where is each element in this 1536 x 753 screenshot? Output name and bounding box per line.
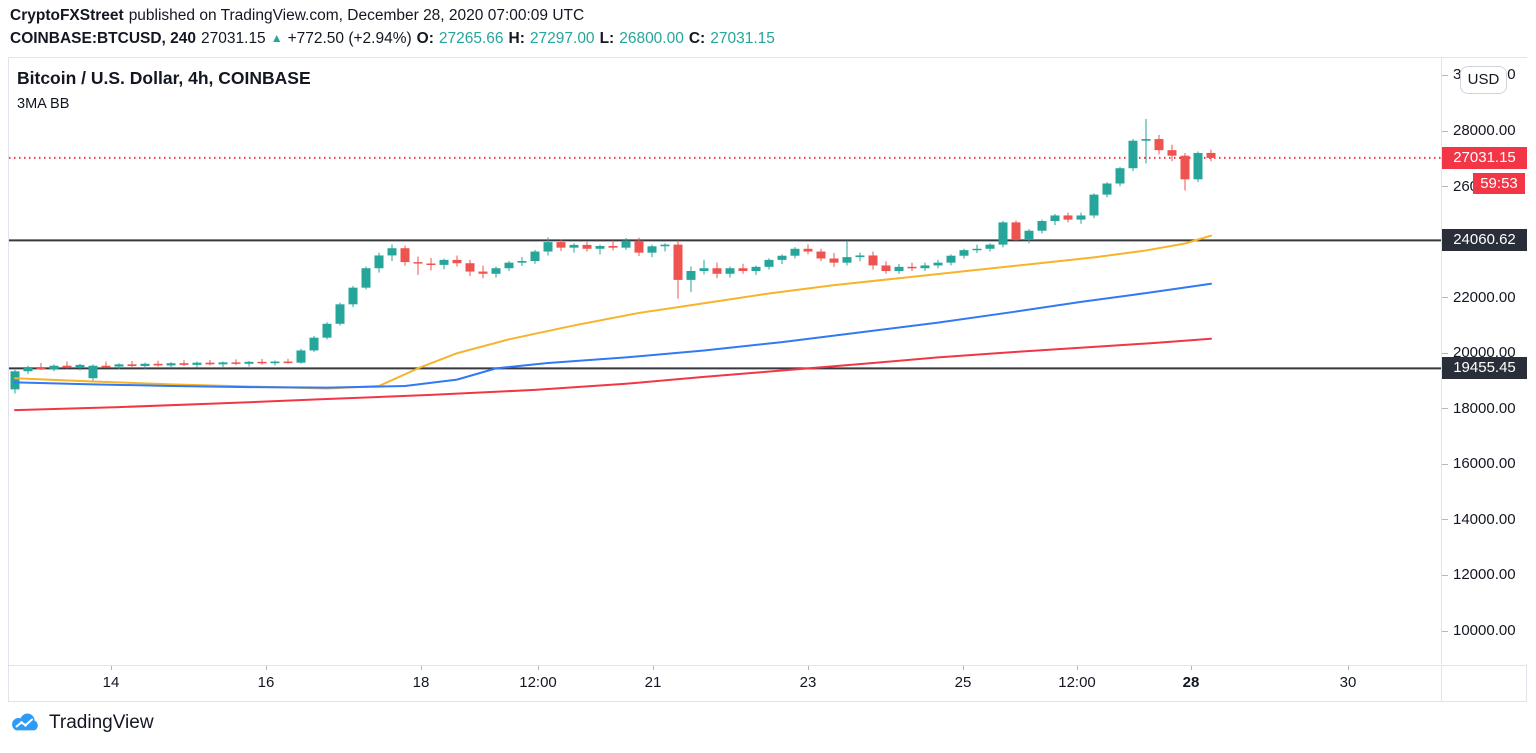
byline-author: CryptoFXStreet [10,7,124,24]
time-axis-label: 16 [257,674,275,691]
currency-button[interactable]: USD [1460,66,1507,94]
price-tick-mark [1442,519,1448,521]
time-axis-label: 18 [412,674,430,691]
time-axis-label: 23 [799,674,817,691]
price-tick-label: 16000.00 [1453,455,1516,473]
time-axis-label: 14 [102,674,120,691]
last-price-label: 27031.15 [1442,146,1527,169]
last-price-value: 27031.15 [201,30,266,47]
time-tick-mark [1348,666,1349,670]
chart-pane[interactable]: Bitcoin / U.S. Dollar, 4h, COINBASE 3MA … [9,58,1441,664]
chart-container: Bitcoin / U.S. Dollar, 4h, COINBASE 3MA … [8,57,1527,702]
time-axis-label: 21 [644,674,662,691]
time-axis-label: 25 [954,674,972,691]
time-tick-mark [808,666,809,670]
price-tick-mark [1442,463,1448,465]
indicator-label[interactable]: 3MA BB [17,96,70,112]
low-label: L: [599,30,615,47]
symbol-name[interactable]: COINBASE:BTCUSD, 240 [10,30,197,47]
price-tick-label: 28000.00 [1453,122,1516,139]
level-price-label: 24060.62 [1442,229,1527,252]
time-axis-label: 12:00 [519,674,557,691]
time-tick-mark [421,666,422,670]
ma-line-ma-medium [14,282,1212,389]
price-tick-label: 12000.00 [1453,566,1516,584]
price-tick-label: 18000.00 [1453,399,1516,417]
tradingview-brand-text[interactable]: TradingView [49,712,154,733]
close-value: 27031.15 [710,30,775,47]
open-value: 27265.66 [438,30,504,47]
time-tick-mark [111,666,112,670]
price-tick-mark [1442,574,1448,576]
price-tick-mark [1442,630,1448,632]
price-tick-label: 14000.00 [1453,510,1516,528]
time-axis-label: 30 [1339,674,1357,691]
level-lines-group [9,239,1441,370]
price-tick-mark [1442,408,1448,410]
time-tick-mark [963,666,964,670]
time-tick-mark [266,666,267,670]
byline-text: published on TradingView.com, December 2… [128,7,585,24]
candles-group [10,119,1216,394]
low-value: 26800.00 [619,30,684,47]
close-label: C: [688,30,706,47]
time-axis[interactable]: 14 16 18 12:00 21 23 25 12:00 28 30 [9,665,1526,701]
tradingview-logo-icon[interactable] [10,712,41,734]
time-axis-label: 12:00 [1058,674,1096,691]
chart-legend: Bitcoin / U.S. Dollar, 4h, COINBASE 3MA … [17,68,311,112]
axis-corner-divider [1441,666,1442,701]
time-tick-mark [653,666,654,670]
price-tick-mark [1442,74,1448,76]
chart-title[interactable]: Bitcoin / U.S. Dollar, 4h, COINBASE [17,68,311,88]
ma-line-ma-slow [14,337,1212,412]
price-tick-mark [1442,297,1448,299]
header: CryptoFXStreet published on TradingView.… [10,4,775,50]
byline: CryptoFXStreet published on TradingView.… [10,4,775,27]
candlestick-chart [9,119,1441,412]
level-price-label: 19455.45 [1442,357,1527,380]
price-tick-label: 22000.00 [1453,288,1516,306]
ma-line-ma-fast [14,234,1212,390]
price-tick-label: 20000.00 [1453,344,1516,362]
time-axis-label: 28 [1182,674,1200,691]
open-label: O: [416,30,434,47]
ma-lines-group [14,234,1212,412]
price-tick-mark [1442,186,1448,188]
high-value: 27297.00 [529,30,595,47]
price-axis[interactable]: USD 27031.15 59:53 30000.0028000.0026000… [1441,58,1527,664]
candle-countdown: 59:53 [1473,172,1525,194]
time-tick-mark [1191,666,1192,670]
price-tick-mark [1442,352,1448,354]
up-arrow-icon: ▲ [270,31,283,45]
time-tick-mark [1077,666,1078,670]
footer: TradingView [10,712,154,734]
price-tick-mark [1442,130,1448,132]
time-tick-mark [538,666,539,670]
symbol-info-bar: COINBASE:BTCUSD, 240 27031.15 ▲ +772.50 … [10,27,775,50]
high-label: H: [508,30,525,47]
price-tick-label: 10000.00 [1453,622,1516,639]
price-change: +772.50 (+2.94%) [287,30,412,47]
